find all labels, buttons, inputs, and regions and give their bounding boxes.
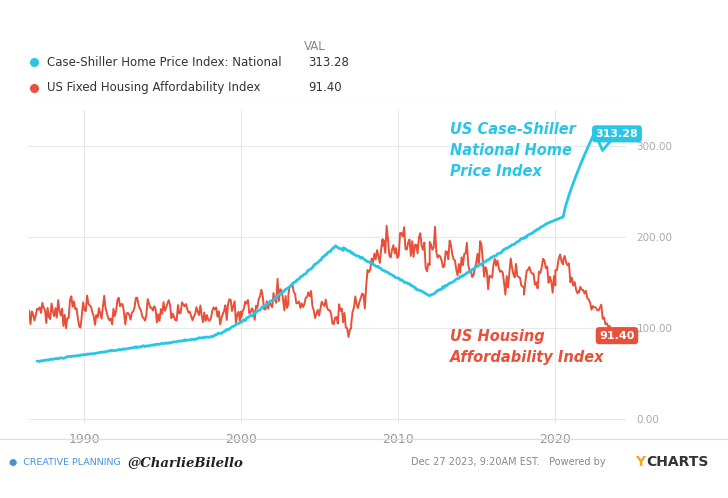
Text: 91.40: 91.40 xyxy=(599,331,635,341)
Text: VAL: VAL xyxy=(304,40,325,53)
Text: 313.28: 313.28 xyxy=(596,129,638,139)
Text: ●  CREATIVE PLANNING: ● CREATIVE PLANNING xyxy=(9,458,121,467)
Text: Dec 27 2023, 9:20AM EST.   Powered by: Dec 27 2023, 9:20AM EST. Powered by xyxy=(411,457,606,467)
Text: Y: Y xyxy=(635,455,645,469)
Text: 91.40: 91.40 xyxy=(309,82,342,95)
Text: @CharlieBilello: @CharlieBilello xyxy=(127,456,243,469)
Text: Case-Shiller Home Price Index: National: Case-Shiller Home Price Index: National xyxy=(47,56,282,69)
Text: 313.28: 313.28 xyxy=(309,56,349,69)
Text: US Fixed Housing Affordability Index: US Fixed Housing Affordability Index xyxy=(47,82,261,95)
Text: US Case-Shiller
National Home
Price Index: US Case-Shiller National Home Price Inde… xyxy=(450,122,576,179)
Text: CHARTS: CHARTS xyxy=(646,455,709,469)
Text: US Housing
Affordability Index: US Housing Affordability Index xyxy=(450,329,604,365)
